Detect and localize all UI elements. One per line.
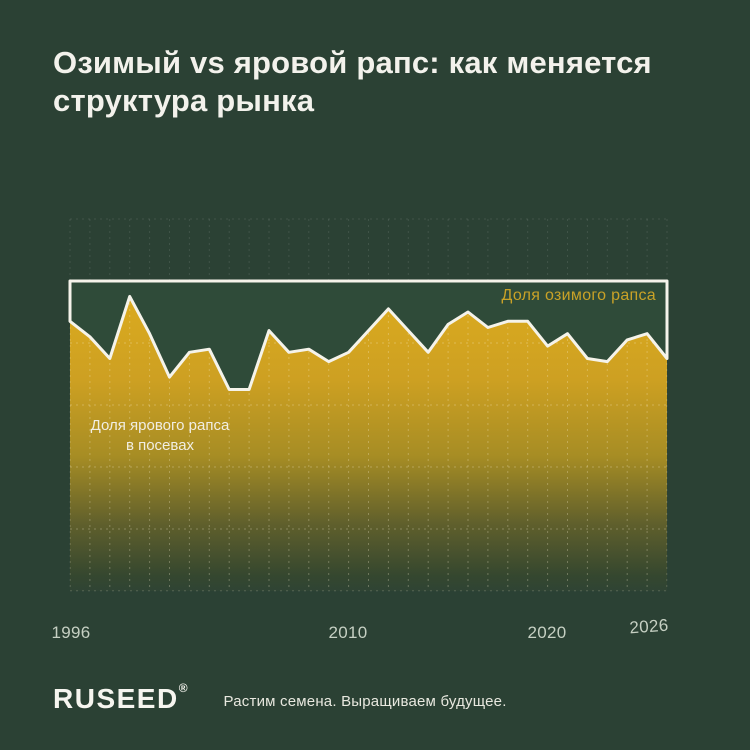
x-axis-tick-2026: 2026	[628, 615, 670, 638]
spring-rapeseed-area-label-line2: в посевах	[125, 437, 195, 454]
registered-trademark-icon: ®	[178, 681, 188, 695]
brand-name: RUSEED	[53, 683, 179, 714]
page-title-line2: структура рынка	[53, 83, 315, 118]
footer: RUSEED ® Растим семена. Выращиваем будуще…	[53, 681, 507, 714]
x-axis-tick-1996: 1996	[51, 623, 91, 642]
brand-tagline: Растим семена. Выращиваем будущее.	[223, 692, 507, 710]
winter-rapeseed-area	[68, 279, 669, 391]
x-axis-tick-2010: 2010	[328, 623, 368, 642]
page-title-line1: Озимый vs яровой рапс: как меняется	[53, 45, 652, 80]
page-title: Озимый vs яровой рапс: как меняется стру…	[53, 44, 713, 120]
chart-grid-over-area	[70, 296, 667, 591]
brand-logo: RUSEED ®	[53, 681, 188, 714]
spring-rapeseed-area-label: Доля ярового рапса в посевах	[85, 416, 235, 456]
winter-rapeseed-area-label: Доля озимого рапса	[501, 287, 656, 304]
x-axis-tick-2020: 2020	[527, 623, 567, 642]
spring-rapeseed-area-label-line1: Доля ярового рапса	[90, 417, 230, 434]
